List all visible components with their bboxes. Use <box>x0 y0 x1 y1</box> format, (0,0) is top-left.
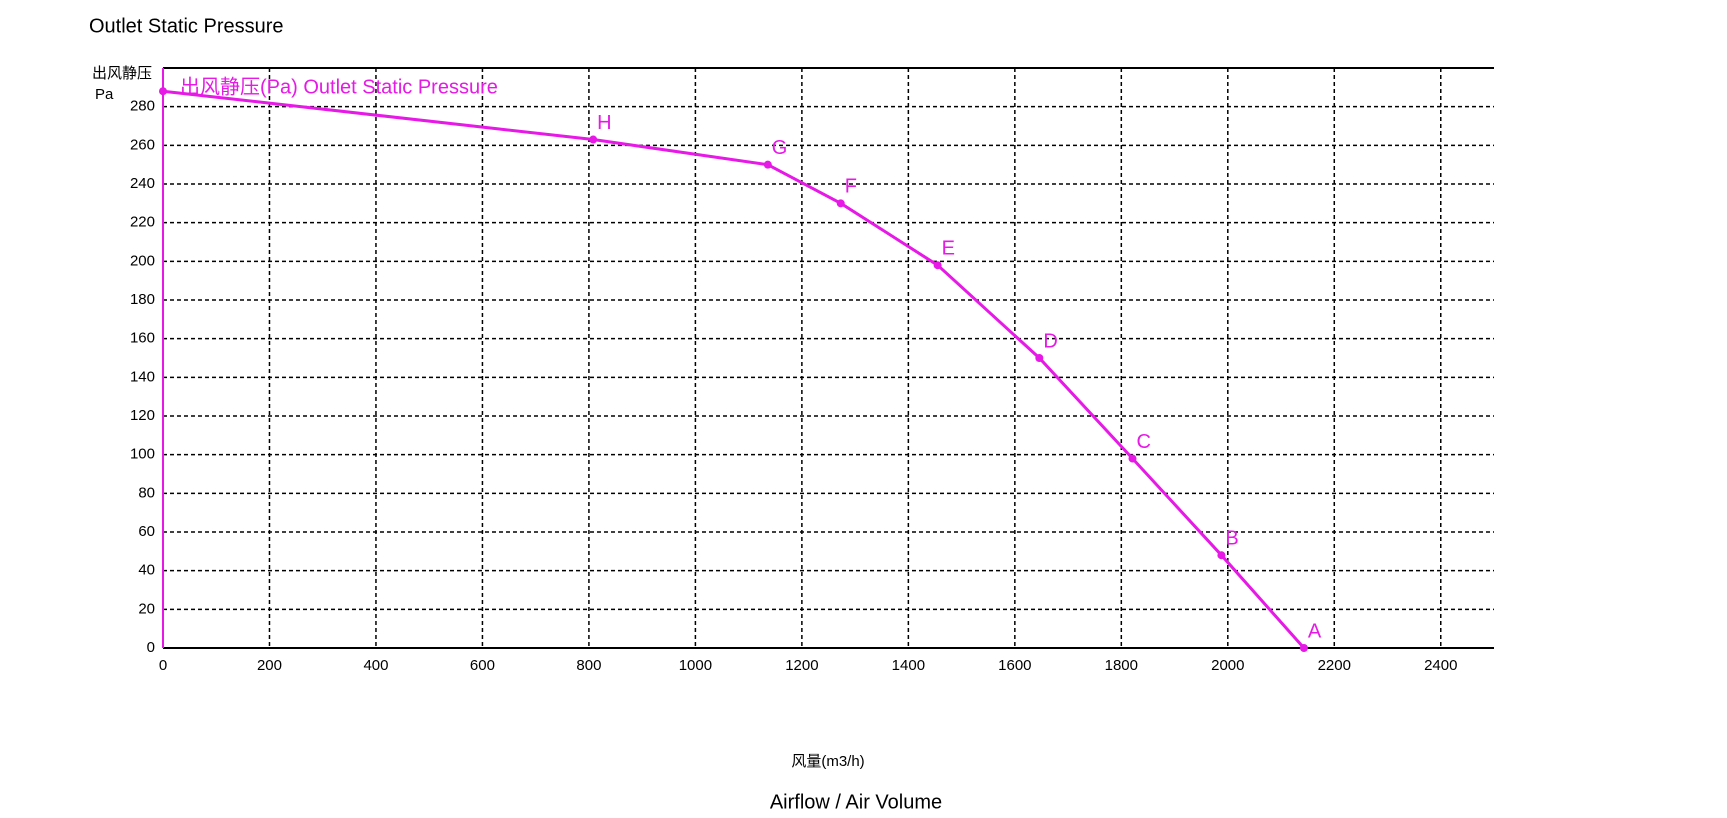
y-tick-label: 240 <box>130 175 155 192</box>
point-label: B <box>1225 527 1238 549</box>
y-tick-label: 120 <box>130 407 155 424</box>
y-axis-label: 出风静压 <box>92 65 152 82</box>
point-label: C <box>1137 431 1151 453</box>
point-label: D <box>1043 330 1057 352</box>
y-tick-label: 160 <box>130 330 155 347</box>
data-point <box>589 135 598 144</box>
series-line <box>162 89 1306 649</box>
legend-entry: 出风静压(Pa) Outlet Static Pressure <box>180 75 498 98</box>
x-tick-label: 1200 <box>785 657 818 674</box>
y-tick-label: 140 <box>130 368 155 385</box>
x-tick-label: 2400 <box>1424 657 1457 674</box>
x-tick-label: 0 <box>159 657 167 674</box>
x-tick-label: 1800 <box>1105 657 1138 674</box>
x-tick-label: 1600 <box>998 657 1031 674</box>
subtitle: Airflow / Air Volume <box>770 791 942 813</box>
y-tick-label: 60 <box>138 523 155 540</box>
y-tick-label: 80 <box>138 484 155 501</box>
point-label: H <box>597 112 611 134</box>
chart-title: Outlet Static Pressure <box>89 15 284 37</box>
x-tick-label: 2000 <box>1211 657 1244 674</box>
y-tick-label: 20 <box>138 600 155 617</box>
data-point <box>1128 454 1137 463</box>
x-tick-label: 200 <box>257 657 282 674</box>
y-tick-label: 260 <box>130 136 155 153</box>
x-tick-label: 1000 <box>679 657 712 674</box>
y-tick-label: 220 <box>130 214 155 231</box>
y-tick-label: 100 <box>130 446 155 463</box>
x-tick-label: 2200 <box>1318 657 1351 674</box>
x-tick-label: 400 <box>363 657 388 674</box>
x-tick-label: 1400 <box>892 657 925 674</box>
y-tick-label: 280 <box>130 98 155 115</box>
data-point <box>1035 354 1044 362</box>
x-axis-label: 风量(m3/h) <box>791 753 864 770</box>
data-point <box>836 199 845 208</box>
data-point <box>763 160 772 169</box>
point-label: G <box>772 137 788 159</box>
y-tick-label: 0 <box>147 639 155 656</box>
data-point <box>1299 644 1308 652</box>
point-label: F <box>845 176 857 198</box>
data-point <box>1217 551 1226 560</box>
y-tick-label: 200 <box>130 252 155 269</box>
y-tick-label: 180 <box>130 291 155 308</box>
y-tick-label: 40 <box>138 562 155 579</box>
data-point <box>159 87 167 96</box>
x-tick-label: 800 <box>576 657 601 674</box>
y-axis-unit: Pa <box>95 86 114 103</box>
point-label: A <box>1308 620 1322 642</box>
data-point <box>933 261 942 270</box>
point-label: E <box>942 237 955 259</box>
x-tick-label: 600 <box>470 657 495 674</box>
